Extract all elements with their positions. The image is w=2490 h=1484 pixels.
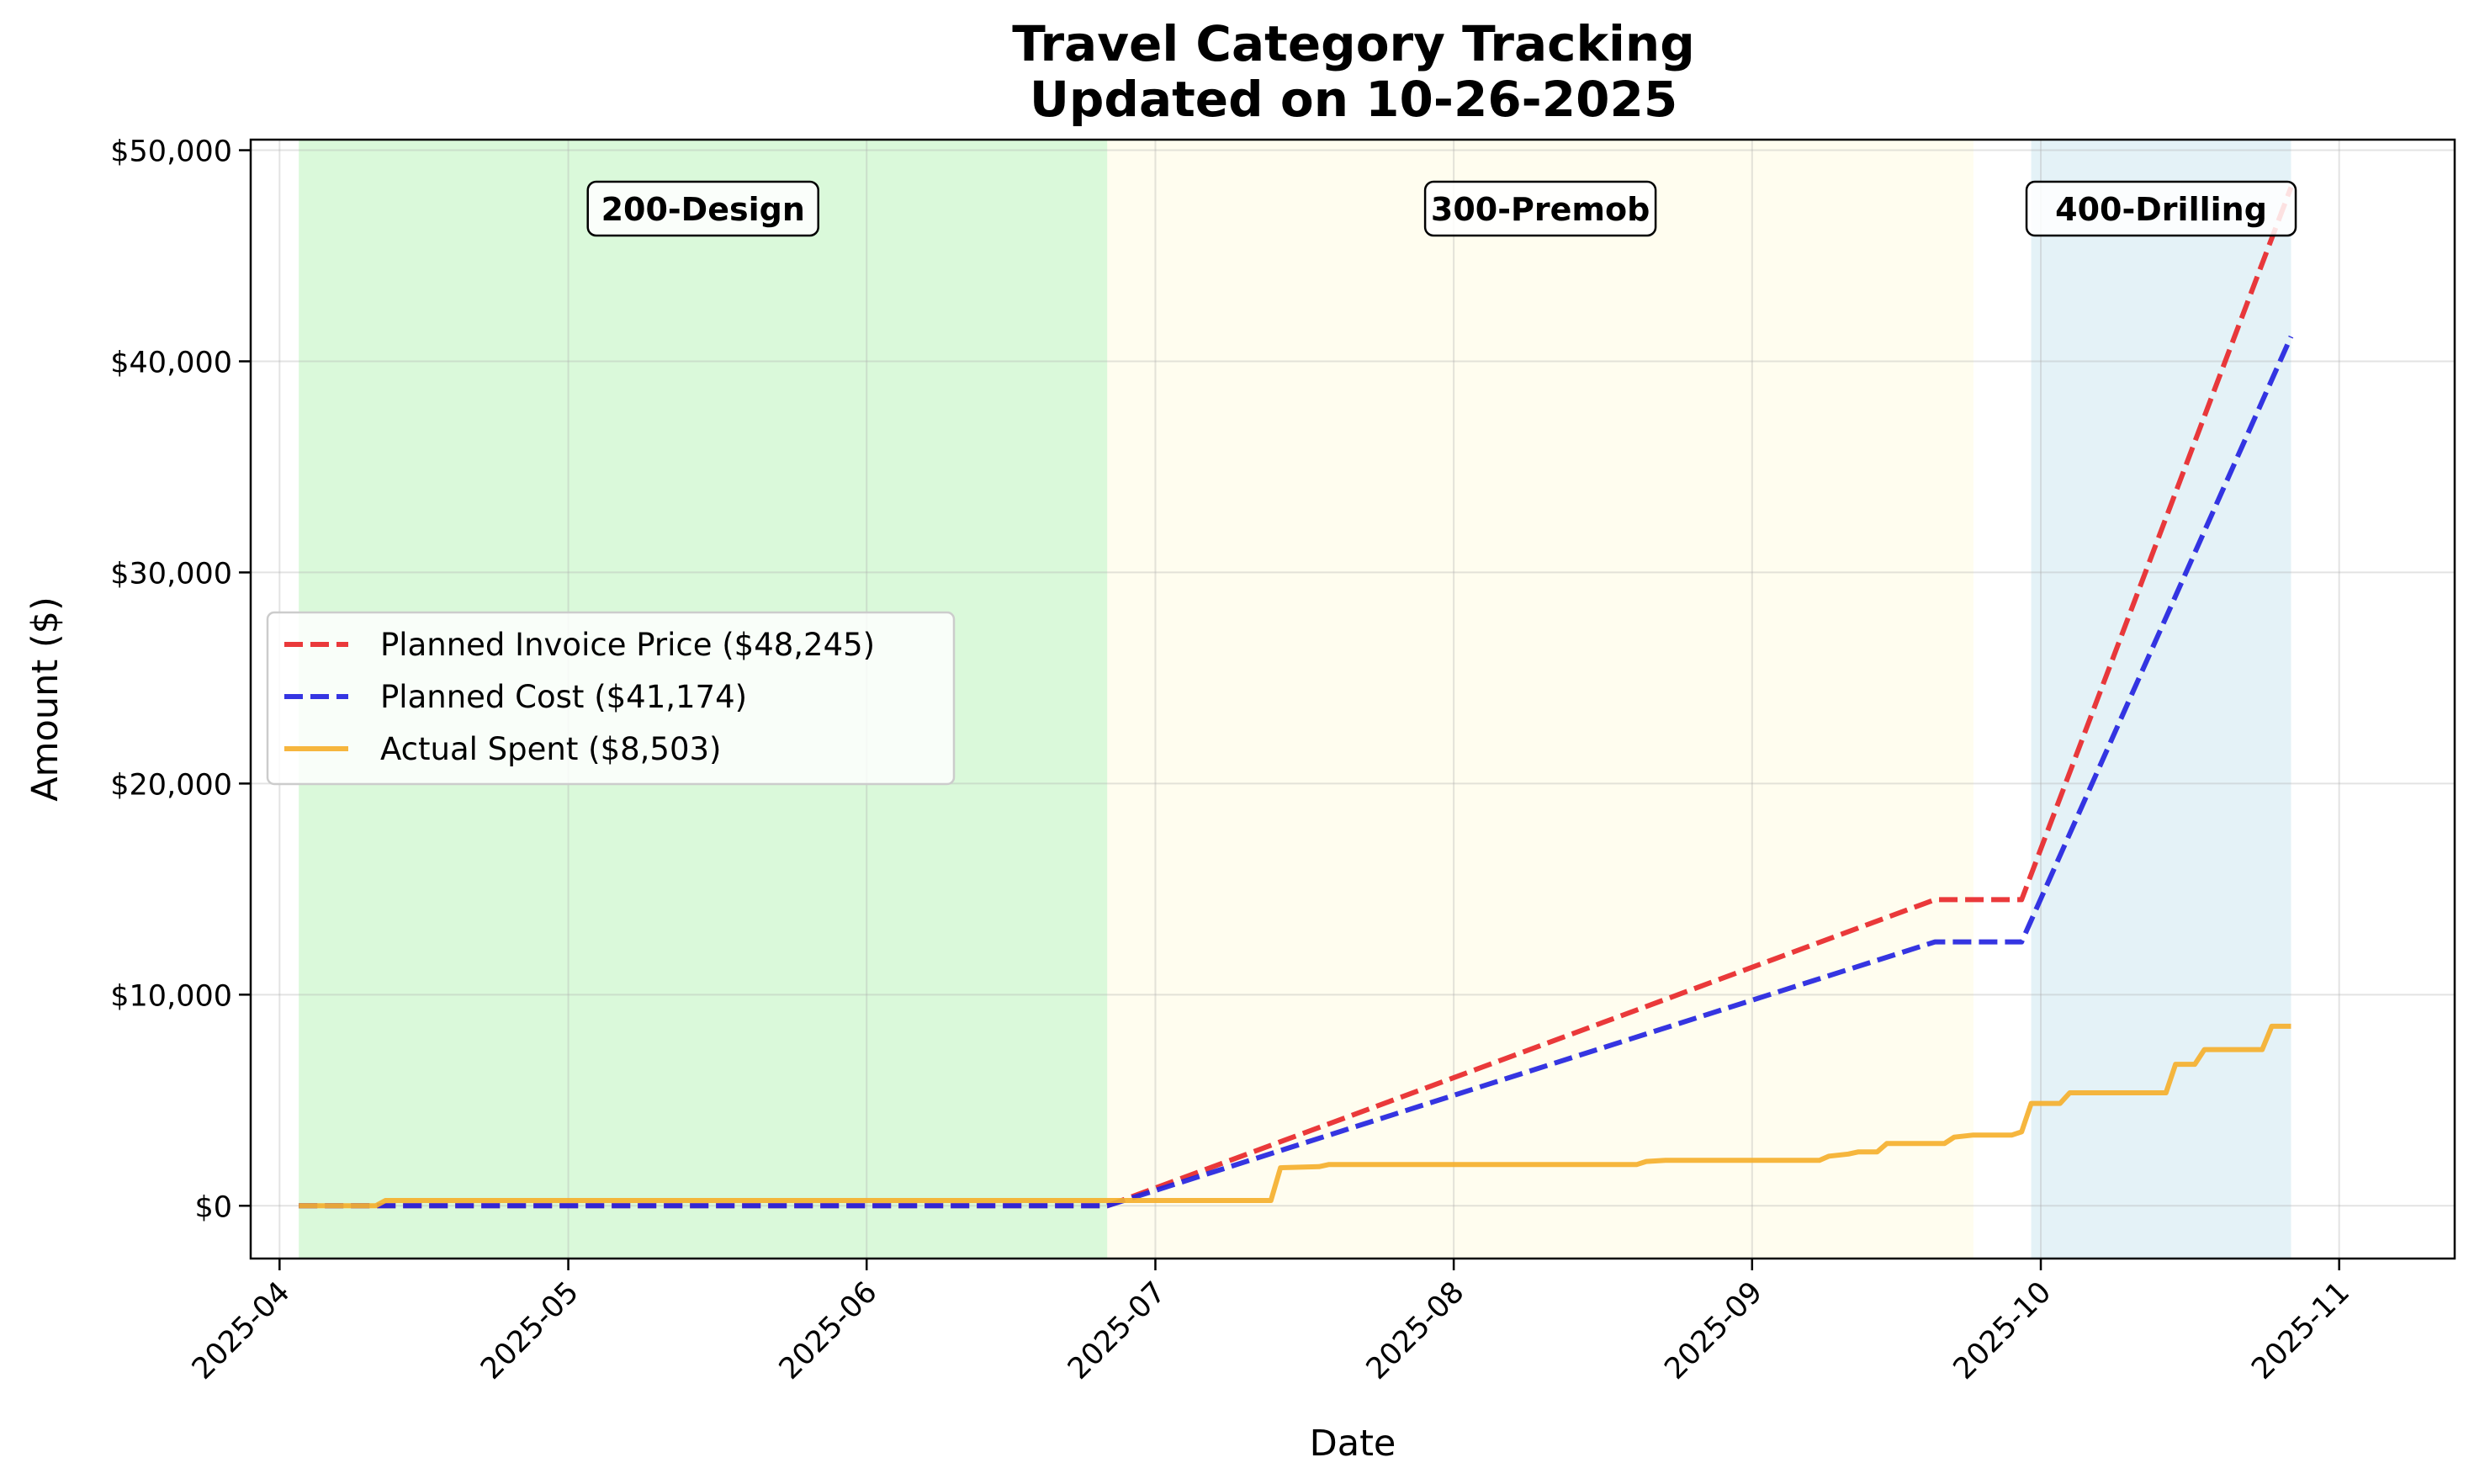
phase-label-box-1 xyxy=(1423,180,1657,237)
phase-label-0: 200-Design xyxy=(601,191,805,228)
legend-label-0: Planned Invoice Price ($48,245) xyxy=(380,627,875,663)
phase-label-1: 300-Premob xyxy=(1431,191,1650,228)
series-lines xyxy=(299,186,2294,1209)
y-tick-label-5: $50,000 xyxy=(110,135,232,169)
phase-band-2 xyxy=(2031,140,2291,1259)
y-tick-label-2: $20,000 xyxy=(110,768,232,802)
x-axis-label: Date xyxy=(1310,1423,1396,1465)
y-tick-label-3: $30,000 xyxy=(110,557,232,591)
phase-band-1 xyxy=(1107,140,1973,1259)
phase-label-box-0 xyxy=(586,180,819,237)
phase-label-box-2 xyxy=(2025,180,2297,237)
y-tick-label-4: $40,000 xyxy=(110,346,232,379)
legend-label-1: Planned Cost ($41,174) xyxy=(380,679,747,715)
legend-label-2: Actual Spent ($8,503) xyxy=(380,731,721,767)
phase-label-2: 400-Drilling xyxy=(2055,191,2267,228)
y-axis-ticks: $0 $10,000 $20,000 $30,000 $40,000 $50,000 xyxy=(110,135,251,1224)
y-axis-label: Amount ($) xyxy=(24,596,66,802)
chart-title: Travel Category Tracking xyxy=(1012,15,1694,72)
legend: Planned Invoice Price ($48,245) Planned C… xyxy=(266,611,956,786)
y-tick-label-1: $10,000 xyxy=(110,979,232,1013)
legend-box xyxy=(266,611,956,786)
series-line-2 xyxy=(299,1023,2291,1209)
y-tick-label-0: $0 xyxy=(194,1190,232,1224)
series-line-1 xyxy=(299,335,2294,1209)
plot-frame xyxy=(249,138,2456,1260)
phase-labels: 200-Design 300-Premob 400-Drilling xyxy=(586,180,2297,237)
chart-subtitle: Updated on 10-26-2025 xyxy=(1030,71,1677,128)
